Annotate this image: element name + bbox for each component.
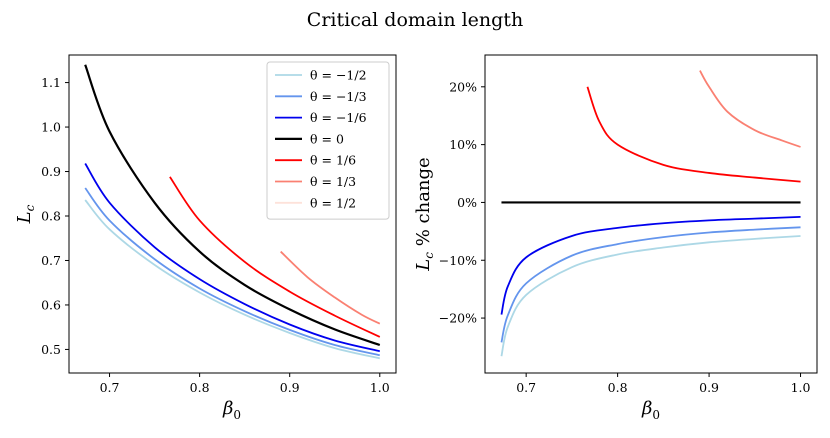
legend-label: θ = 1/2 — [310, 195, 356, 210]
right-series-line-1 — [500, 226, 801, 343]
left-y-tick-label: 0.5 — [41, 342, 61, 357]
left-y-tick-label: 1.1 — [41, 75, 61, 90]
figure-title: Critical domain length — [307, 9, 523, 31]
right-y-tick-label: −10% — [439, 253, 477, 268]
left-series-line-0 — [84, 199, 380, 360]
right-y-tick-label: 10% — [449, 137, 477, 152]
right-chart-frame — [484, 54, 818, 374]
left-x-tick-label: 0.8 — [190, 380, 210, 395]
legend-label: θ = −1/6 — [310, 110, 367, 125]
right-x-tick-label: 0.9 — [699, 380, 719, 395]
legend-label: θ = −1/3 — [310, 89, 367, 104]
left-x-tick-label: 0.9 — [280, 380, 300, 395]
right-x-axis-label: β0 — [641, 398, 660, 422]
left-y-tick-label: 0.9 — [41, 164, 61, 179]
right-y-tick-label: 20% — [449, 79, 477, 94]
right-x-tick-label: 0.8 — [608, 380, 628, 395]
left-y-tick-label: 1.0 — [41, 120, 61, 135]
legend-label: θ = 0 — [310, 131, 344, 146]
left-chart-series — [84, 64, 381, 360]
right-y-tick-label: 0% — [457, 195, 477, 210]
right-x-tick-label: 1.0 — [791, 380, 811, 395]
left-series-line-4 — [169, 176, 381, 338]
left-y-tick-label: 0.8 — [41, 209, 61, 224]
right-series-line-0 — [500, 235, 801, 357]
legend-label: θ = 1/3 — [310, 174, 356, 189]
right-series-line-5 — [699, 70, 801, 148]
left-x-axis-label: β0 — [222, 398, 241, 422]
legend-label: θ = −1/2 — [310, 68, 367, 83]
right-x-tick-label: 0.7 — [516, 380, 536, 395]
right-chart-ticks: 0.7 0.8 0.9 1.0 −20% −10% 0% 10% 20% — [439, 79, 811, 395]
left-series-line-3 — [84, 64, 381, 347]
left-x-tick-label: 1.0 — [370, 380, 390, 395]
left-series-line-1 — [84, 187, 380, 357]
right-series-line-2 — [500, 215, 801, 315]
left-x-tick-label: 0.7 — [100, 380, 120, 395]
legend-label: θ = 1/6 — [310, 153, 356, 168]
left-chart-panel: 0.7 0.8 0.9 1.00.50.60.70.80.91.01.1 β0 Lc … — [14, 54, 397, 422]
legend-box — [266, 61, 390, 220]
left-chart-ticks: 0.7 0.8 0.9 1.0 0.5 0.6 0.7 0.8 0.9 1.0 1.1 — [41, 75, 390, 395]
right-y-tick-label: −20% — [439, 311, 477, 326]
left-y-tick-label: 0.6 — [41, 297, 61, 312]
right-chart-panel: 0.7 0.8 0.9 1.0 −20% −10% 0% 10% 20% β0 Lc % cha… — [413, 54, 818, 422]
legend: θ = −1/2 θ = −1/3 θ = −1/6 θ = 0 θ = 1/6 θ = … — [266, 61, 390, 220]
left-y-axis-label: Lc — [14, 204, 37, 224]
left-y-tick-label: 0.7 — [41, 253, 61, 268]
left-series-line-2 — [84, 163, 380, 353]
left-chart-frame — [68, 54, 397, 374]
right-y-axis-label: Lc % change — [413, 157, 436, 271]
right-series-line-4 — [586, 86, 801, 183]
right-chart-series — [500, 70, 801, 357]
left-series-line-5 — [280, 250, 381, 325]
